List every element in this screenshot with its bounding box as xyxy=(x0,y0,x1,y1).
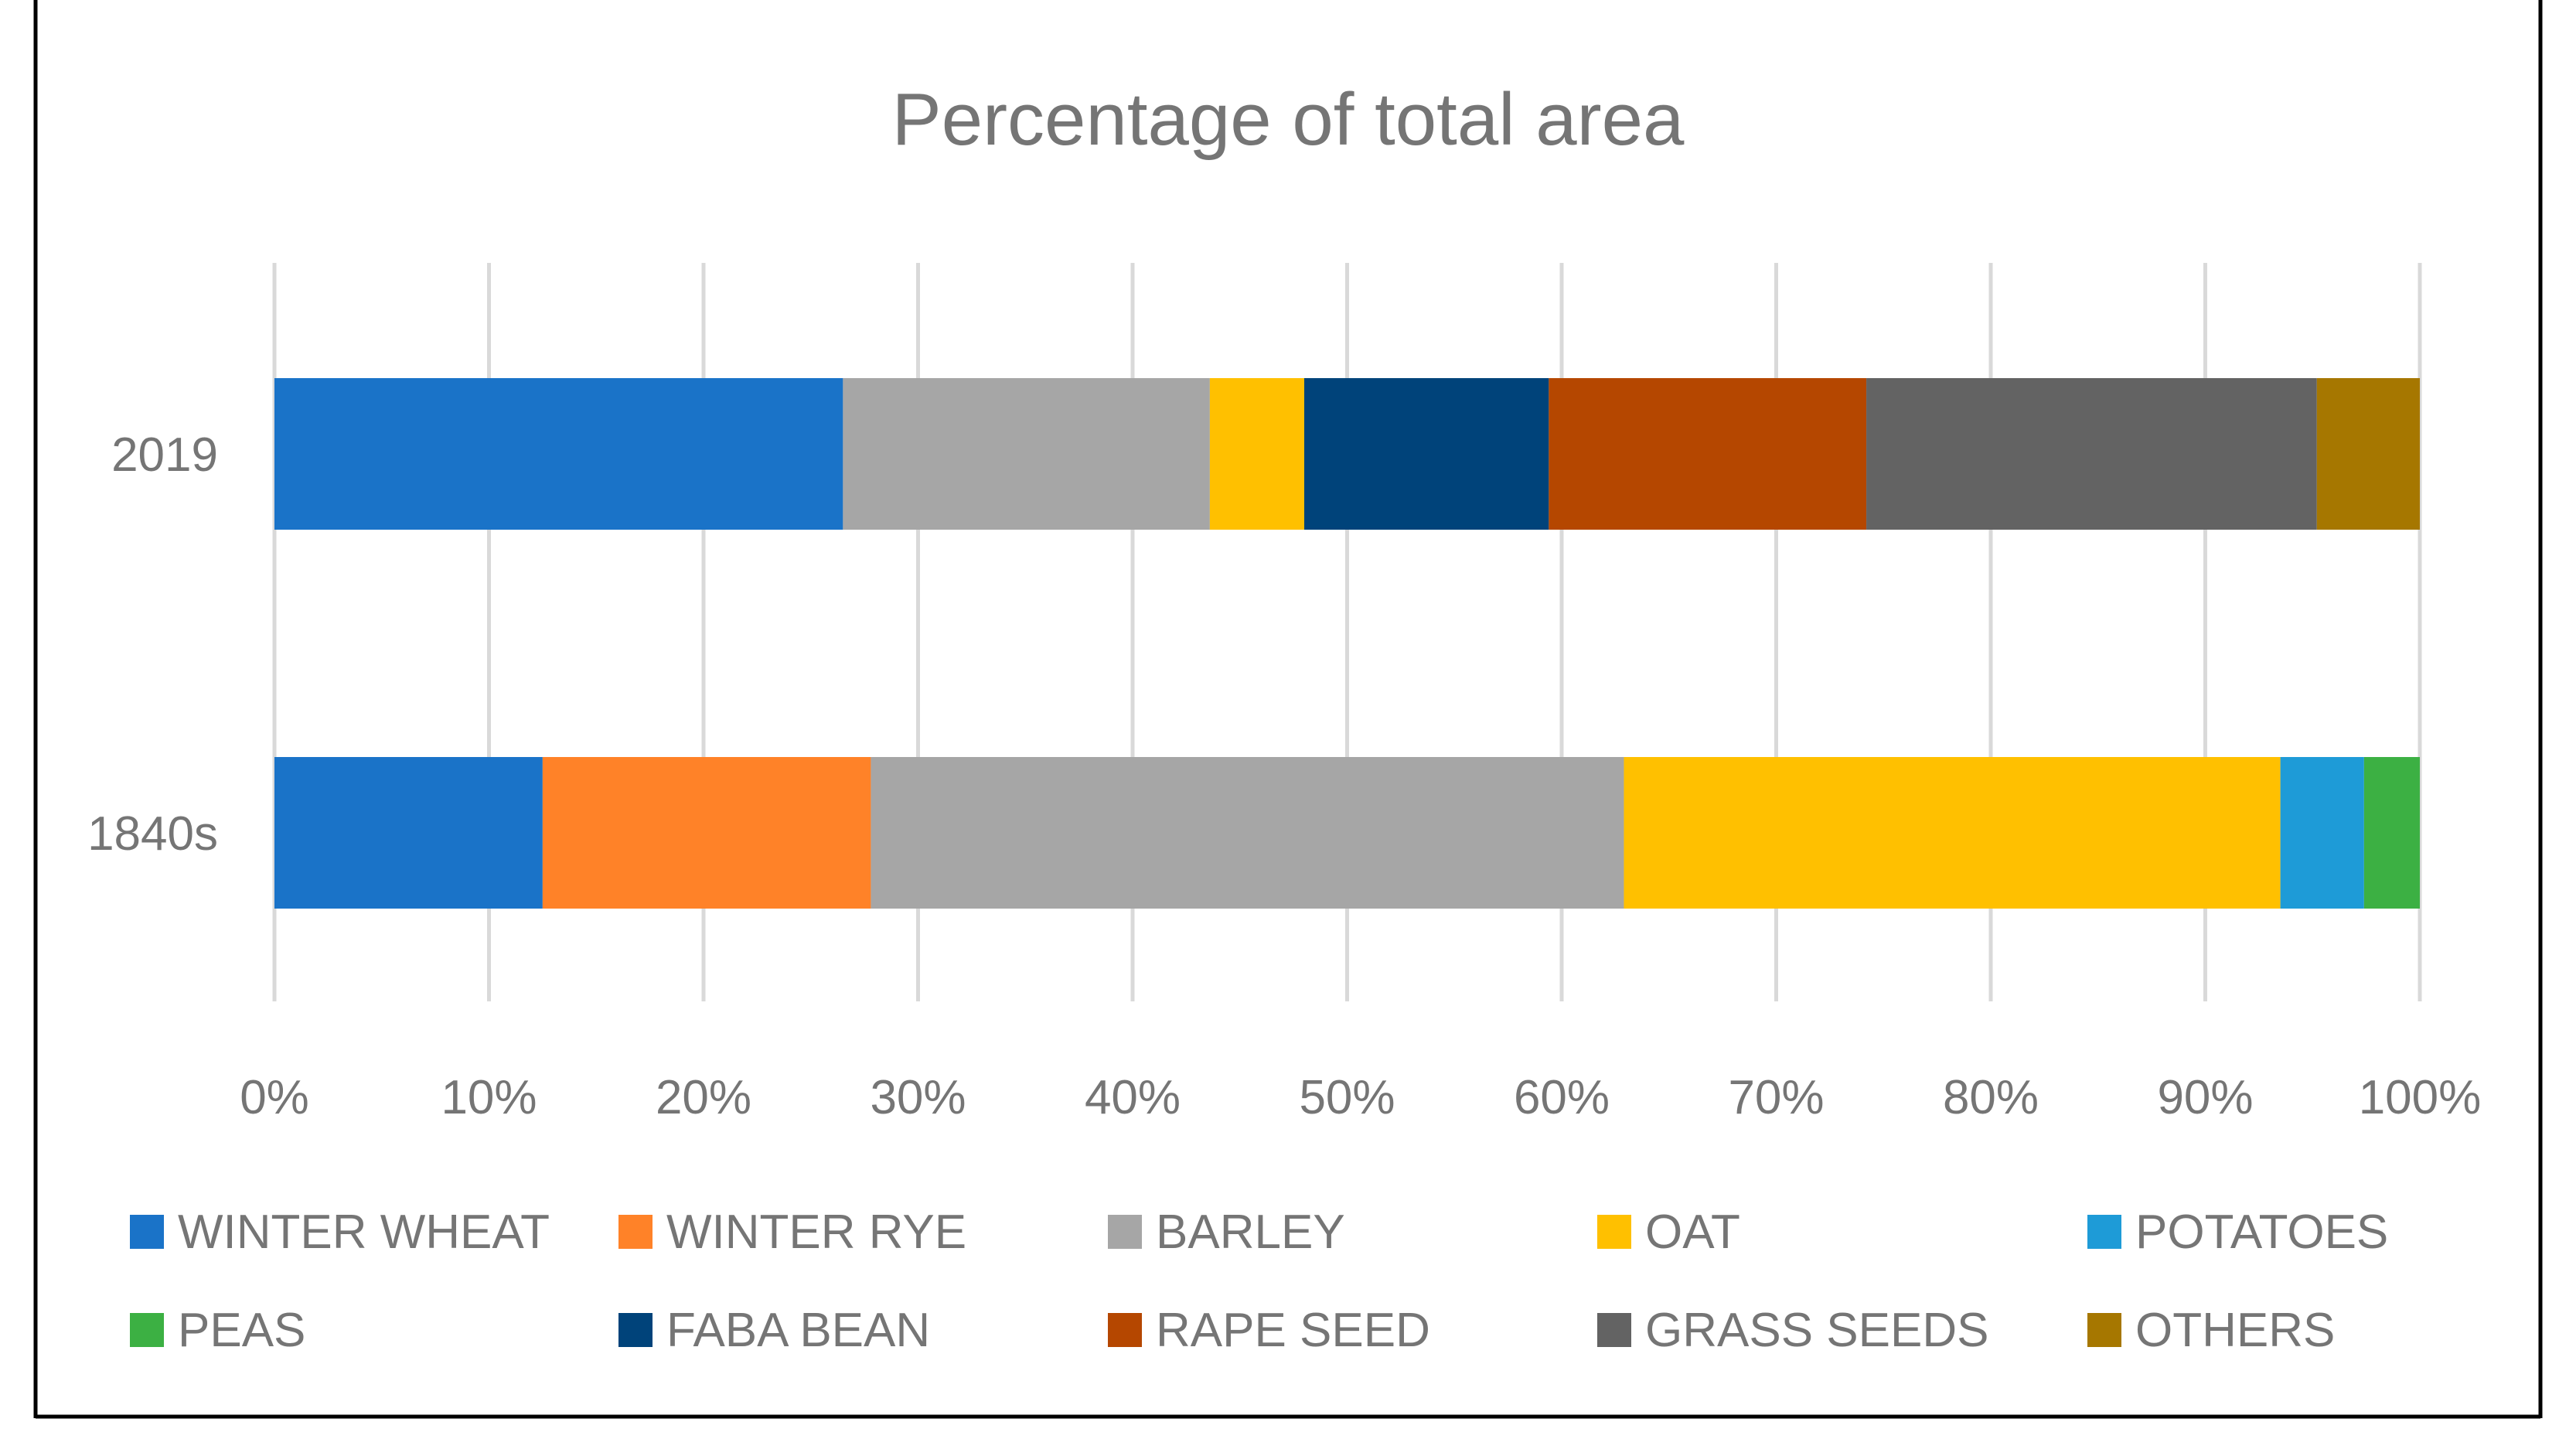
bars xyxy=(274,378,2420,909)
x-tick-label: 40% xyxy=(1085,1071,1181,1124)
bar-segment xyxy=(1866,378,2317,530)
legend-label: RAPE SEED xyxy=(1156,1303,1430,1357)
legend-label: OTHERS xyxy=(2135,1303,2336,1357)
x-tick-label: 90% xyxy=(2157,1071,2253,1124)
legend-label: WINTER WHEAT xyxy=(178,1205,550,1259)
legend-label: OAT xyxy=(1645,1205,1740,1259)
legend-item: POTATOES xyxy=(2087,1201,2388,1263)
legend-label: BARLEY xyxy=(1156,1205,1345,1259)
x-tick-label: 60% xyxy=(1514,1071,1610,1124)
legend-label: GRASS SEEDS xyxy=(1645,1303,1989,1357)
y-tick-label: 1840s xyxy=(87,807,218,861)
legend-swatch xyxy=(130,1313,164,1347)
legend-item: BARLEY xyxy=(1108,1201,1345,1263)
x-tick-label: 70% xyxy=(1728,1071,1824,1124)
legend-item: OTHERS xyxy=(2087,1299,2335,1361)
legend-item: WINTER WHEAT xyxy=(130,1201,550,1263)
legend-swatch xyxy=(1597,1215,1631,1249)
x-tick-label: 100% xyxy=(2359,1071,2482,1124)
legend-item: OAT xyxy=(1597,1201,1740,1263)
legend-swatch xyxy=(618,1313,653,1347)
x-tick-label: 10% xyxy=(441,1071,537,1124)
legend-swatch xyxy=(2087,1313,2121,1347)
bar-segment xyxy=(2363,757,2420,909)
legend-swatch xyxy=(618,1215,653,1249)
x-axis-labels: 0% 10% 20% 30% 40% 50% 60% 70% 80% 90% 100% xyxy=(240,1071,2481,1124)
bar-segment xyxy=(1209,378,1304,530)
bar-segment xyxy=(2280,757,2364,909)
legend-swatch xyxy=(130,1215,164,1249)
bar-segment xyxy=(871,757,1624,909)
x-tick-label: 80% xyxy=(1943,1071,2039,1124)
bar-segment xyxy=(274,378,843,530)
legend-label: POTATOES xyxy=(2135,1205,2389,1259)
legend-swatch xyxy=(2087,1215,2121,1249)
legend-item: FABA BEAN xyxy=(618,1299,930,1361)
legend-swatch xyxy=(1597,1313,1631,1347)
legend-item: GRASS SEEDS xyxy=(1597,1299,1988,1361)
legend-label: PEAS xyxy=(178,1303,306,1357)
x-tick-label: 0% xyxy=(240,1071,309,1124)
bar-segment xyxy=(274,757,543,909)
legend-swatch xyxy=(1108,1313,1142,1347)
bar-segment xyxy=(1549,378,1867,530)
legend-swatch xyxy=(1108,1215,1142,1249)
legend-label: WINTER RYE xyxy=(666,1205,967,1259)
x-tick-label: 50% xyxy=(1299,1071,1395,1124)
bar-segment xyxy=(1624,757,2281,909)
y-axis-labels: 2019 1840s xyxy=(87,428,218,861)
x-tick-label: 30% xyxy=(870,1071,966,1124)
x-tick-label: 20% xyxy=(656,1071,751,1124)
y-tick-label: 2019 xyxy=(111,428,218,482)
bar-segment xyxy=(2316,378,2420,530)
legend-item: PEAS xyxy=(130,1299,305,1361)
legend-item: WINTER RYE xyxy=(618,1201,966,1263)
legend-item: RAPE SEED xyxy=(1108,1299,1430,1361)
chart-title: Percentage of total area xyxy=(891,78,1685,161)
bar-segment xyxy=(843,378,1210,530)
bar-segment xyxy=(1304,378,1549,530)
bar-segment xyxy=(542,757,871,909)
legend-label: FABA BEAN xyxy=(666,1303,931,1357)
